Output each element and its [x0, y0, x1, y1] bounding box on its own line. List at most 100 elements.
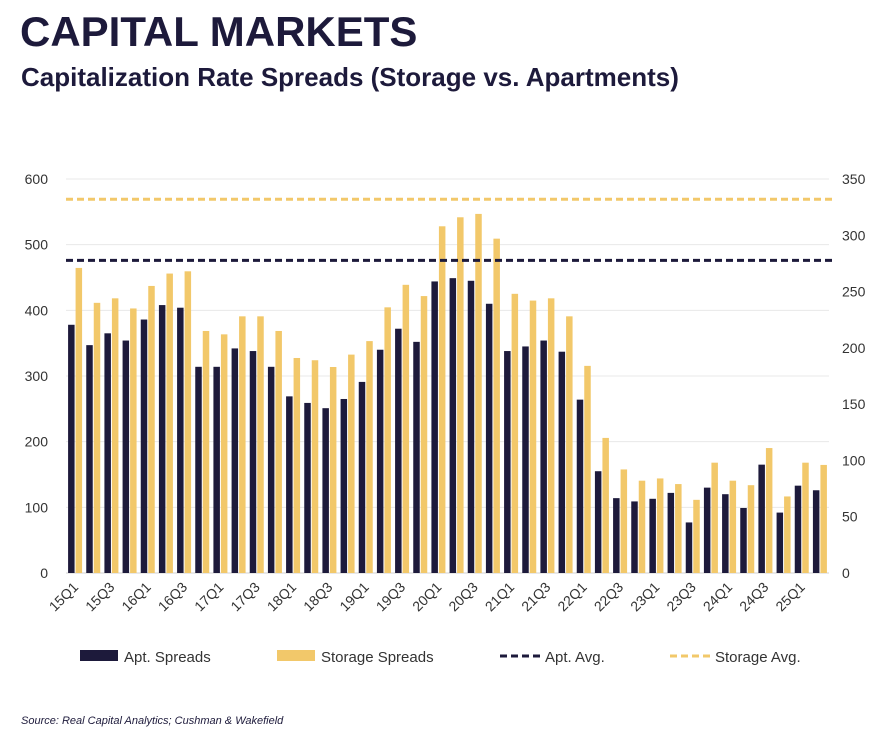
apt-spread-bar	[213, 366, 220, 573]
storage-spread-bar	[765, 448, 773, 573]
chart-subtitle: Capitalization Rate Spreads (Storage vs.…	[21, 62, 679, 92]
right-tick-label: 200	[842, 340, 866, 356]
storage-spread-bar	[311, 360, 319, 573]
x-tick-label: 18Q3	[300, 579, 336, 615]
legend: Apt. Spreads Storage Spreads Apt. Avg. Stor…	[80, 649, 801, 666]
storage-spread-bar	[293, 357, 301, 573]
storage-spread-bar	[620, 469, 628, 573]
legend-swatch-apt	[80, 650, 118, 661]
apt-spread-bar	[558, 351, 566, 573]
apt-spread-bar	[740, 507, 747, 573]
storage-spread-bar	[257, 316, 264, 573]
apt-spread-bar	[449, 278, 457, 573]
x-tick-label: 15Q3	[82, 579, 118, 615]
apt-spread-bar	[631, 501, 638, 573]
apt-spread-bar	[485, 303, 493, 573]
x-tick-label: 22Q1	[554, 579, 590, 615]
right-tick-label: 50	[842, 509, 858, 525]
x-tick-label: 22Q3	[591, 579, 627, 615]
apt-spread-bar	[68, 324, 75, 573]
x-tick-label: 24Q3	[736, 579, 772, 615]
x-tick-label: 23Q1	[627, 579, 663, 615]
x-tick-label: 16Q3	[155, 579, 191, 615]
left-tick-label: 0	[40, 565, 48, 581]
storage-spread-bar	[566, 316, 573, 573]
apt-spread-bar	[467, 280, 475, 573]
x-tick-label: 16Q1	[118, 579, 154, 615]
apt-spread-bar	[158, 305, 166, 573]
storage-spread-bar	[802, 462, 809, 573]
left-axis: 0 100 200 300 400 500 600	[25, 171, 49, 581]
left-tick-label: 500	[25, 237, 49, 253]
x-tick-label: 17Q1	[191, 579, 227, 615]
x-tick-label: 24Q1	[700, 579, 736, 615]
apt-spread-bar	[376, 349, 384, 573]
apt-spread-bar	[177, 307, 184, 573]
legend-swatch-storage	[277, 650, 315, 661]
x-tick-label: 21Q1	[482, 579, 518, 615]
apt-spread-bar	[104, 333, 111, 573]
storage-spread-bar	[329, 366, 337, 573]
storage-spread-bar	[438, 226, 446, 573]
x-tick-label: 18Q1	[264, 579, 300, 615]
left-tick-label: 100	[25, 499, 49, 515]
apt-spread-bar	[667, 492, 675, 573]
storage-spread-bar	[275, 330, 282, 573]
left-tick-label: 400	[25, 302, 49, 318]
storage-spread-bar	[602, 437, 609, 573]
storage-spread-bar	[656, 478, 664, 573]
apt-spread-bar	[540, 340, 547, 573]
right-tick-label: 300	[842, 227, 866, 243]
x-tick-label: 25Q1	[772, 579, 808, 615]
storage-spread-bar	[366, 341, 373, 573]
source-note: Source: Real Capital Analytics; Cushman …	[21, 715, 284, 727]
x-tick-label: 23Q3	[663, 579, 699, 615]
apt-spread-bar	[776, 512, 784, 573]
apt-spread-bar	[794, 485, 802, 573]
storage-spread-bar	[584, 365, 591, 573]
storage-spread-bar	[111, 298, 119, 573]
apt-spread-bar	[231, 348, 239, 573]
storage-spread-bar	[184, 271, 192, 573]
left-tick-label: 200	[25, 434, 49, 450]
storage-spread-bar	[511, 293, 519, 573]
apt-spread-bar	[649, 498, 656, 573]
apt-spread-bar	[431, 281, 438, 573]
storage-spread-bar	[638, 480, 646, 573]
apt-spread-bar	[722, 494, 729, 573]
storage-spread-bar	[202, 330, 210, 573]
apt-spread-bar	[286, 396, 293, 573]
storage-spread-bar	[384, 307, 391, 573]
apt-spread-bar	[504, 351, 511, 573]
storage-spread-bar	[166, 273, 173, 573]
apt-spread-bar	[304, 402, 311, 573]
x-tick-label: 19Q3	[373, 579, 409, 615]
apt-spread-bar	[395, 328, 402, 573]
storage-spread-bar	[93, 302, 101, 573]
storage-spread-bar	[402, 284, 410, 573]
storage-spread-bar	[457, 217, 464, 573]
left-tick-label: 600	[25, 171, 49, 187]
storage-spread-bar	[729, 480, 737, 573]
apt-spread-bar	[703, 487, 711, 573]
apt-spread-bar	[576, 399, 584, 573]
apt-spread-bar	[322, 408, 329, 573]
apt-spread-bar	[358, 381, 366, 573]
storage-spread-bar	[148, 285, 155, 573]
apt-spread-bar	[522, 346, 529, 573]
right-tick-label: 250	[842, 284, 866, 300]
x-tick-label: 20Q3	[445, 579, 481, 615]
storage-spread-bar	[747, 485, 755, 573]
storage-spread-bar	[493, 238, 500, 574]
apt-spread-bar	[812, 490, 820, 573]
apt-spread-bar	[340, 398, 348, 573]
page-title: CAPITAL MARKETS	[20, 8, 418, 55]
right-tick-label: 350	[842, 171, 866, 187]
apt-spread-bar	[122, 340, 130, 573]
storage-spread-bar	[784, 496, 791, 573]
legend-label: Apt. Spreads	[124, 649, 211, 666]
storage-spread-bar	[475, 213, 482, 573]
storage-spread-bar	[348, 354, 355, 573]
apt-spread-bar	[249, 351, 257, 573]
